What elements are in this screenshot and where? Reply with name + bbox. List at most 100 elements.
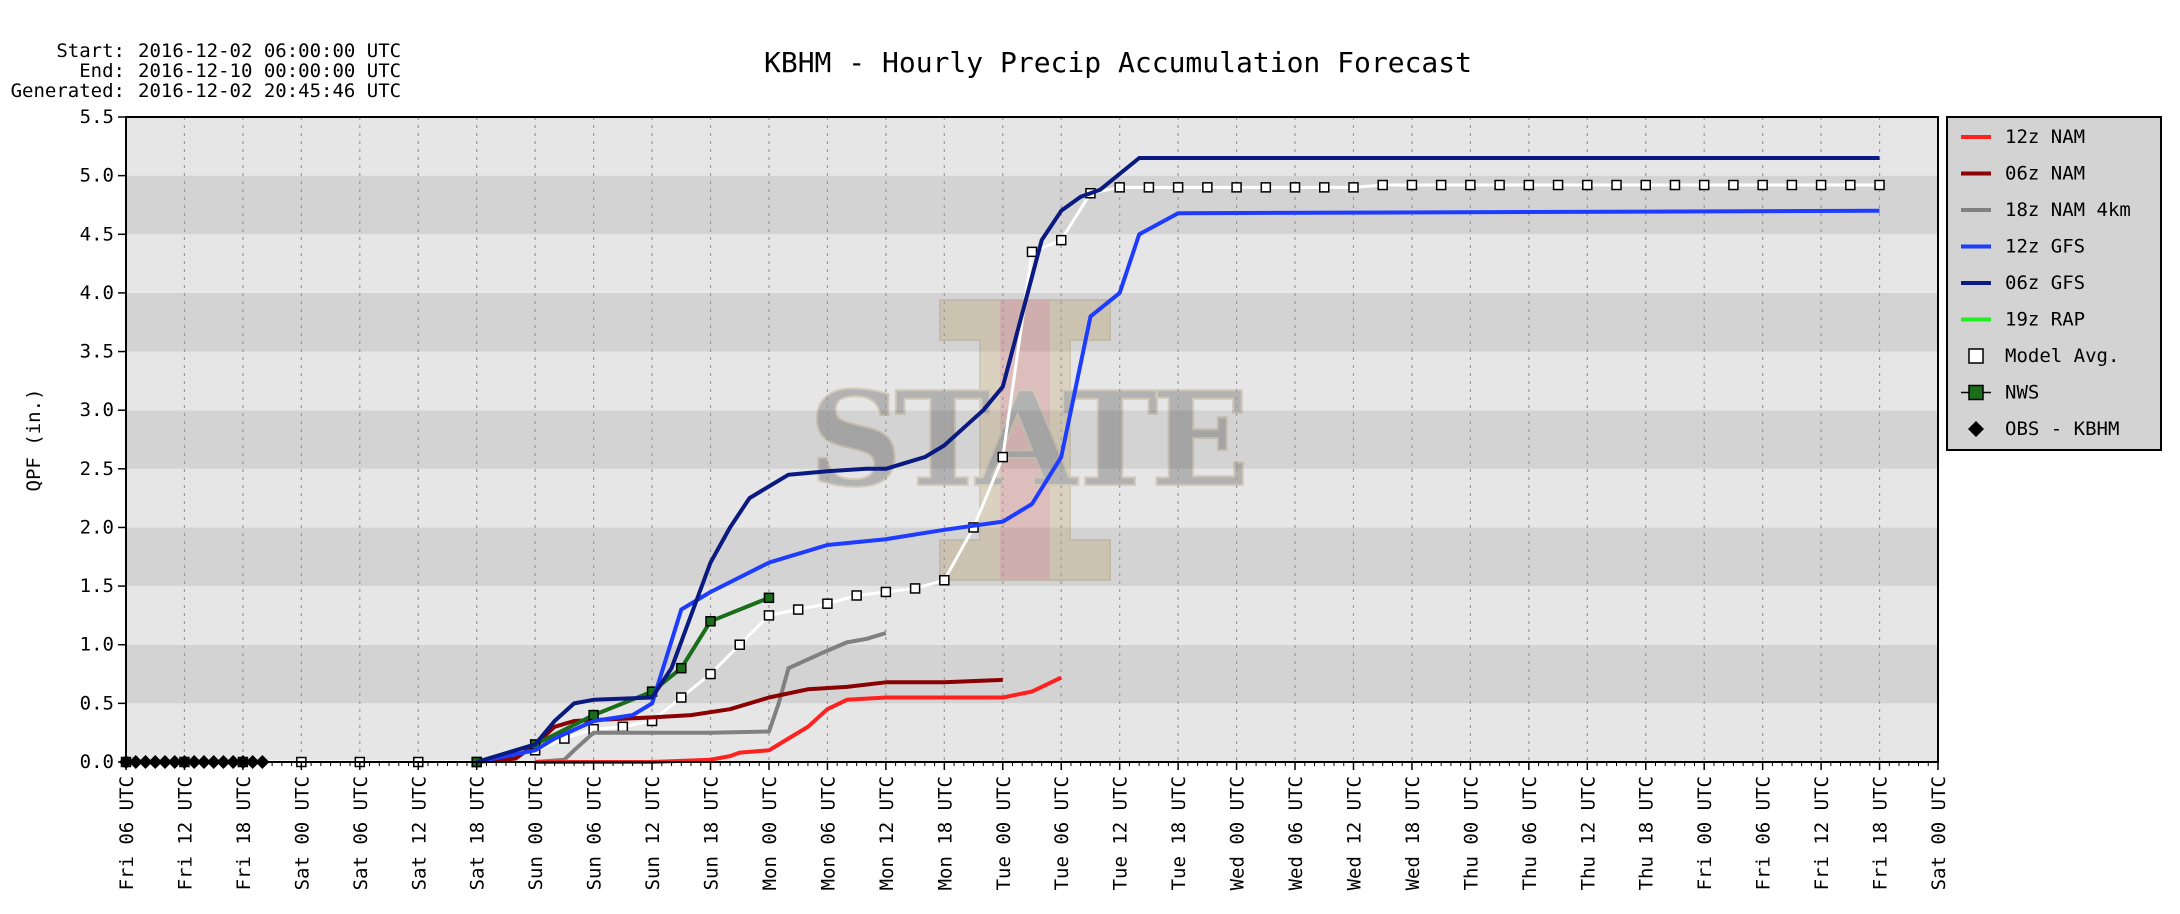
legend-item: 06z GFS (1961, 272, 2085, 294)
y-tick-label: 0.5 (80, 692, 114, 714)
model-avg-point (1728, 179, 1739, 191)
x-tick-label: Fri 18 UTC (233, 776, 255, 890)
model-avg-point (1026, 246, 1038, 258)
series-06z-gfs (476, 156, 1880, 764)
model-avg-point (734, 639, 745, 650)
x-tick-label: Thu 00 UTC (1460, 776, 1482, 890)
nws-point (588, 709, 599, 721)
model-avg-point (880, 586, 892, 598)
x-tick-label: Fri 18 UTC (1870, 776, 1892, 890)
series-18z-nam-4km (535, 631, 887, 764)
legend-label: 18z NAM 4km (2005, 199, 2131, 221)
x-tick-label: Sun 12 UTC (642, 776, 664, 890)
model-avg-point (1260, 182, 1272, 193)
y-tick-label: 5.5 (80, 106, 114, 128)
model-avg-point (1435, 179, 1447, 191)
legend-label: 06z GFS (2005, 272, 2085, 294)
plot-band (126, 703, 1938, 762)
model-avg-point (997, 451, 1009, 463)
model-avg-point (676, 692, 687, 703)
plot-band (126, 586, 1938, 645)
legend-label: 19z RAP (2005, 309, 2085, 331)
chart-title: KBHM - Hourly Precip Accumulation Foreca… (764, 46, 1472, 79)
legend-item: OBS - KBHM (1968, 418, 2119, 440)
series-12z-nam (535, 675, 1063, 764)
model-avg-point (792, 604, 804, 615)
model-avg-point (1698, 179, 1710, 191)
y-tick-label: 5.0 (80, 165, 114, 187)
x-tick-label: Sat 06 UTC (350, 776, 372, 890)
model-avg-point (1874, 179, 1885, 191)
model-avg-point (1377, 179, 1388, 191)
legend-swatch (1968, 348, 1984, 364)
x-tick-label: Fri 12 UTC (1811, 776, 1833, 890)
y-tick-label: 4.5 (80, 223, 114, 245)
nws-point (705, 616, 716, 627)
legend-label: 06z NAM (2005, 163, 2085, 185)
plot-band (126, 468, 1938, 528)
grid (183, 117, 1881, 762)
legend-item: 19z RAP (1961, 309, 2085, 331)
series-line (476, 156, 1880, 764)
legend-label: NWS (2005, 382, 2039, 404)
model-avg-point (1114, 182, 1125, 193)
model-avg-point (1669, 179, 1681, 191)
x-tick-label: Fri 00 UTC (1694, 776, 1716, 890)
x-tick-label: Sat 18 UTC (467, 776, 489, 890)
model-avg-point (617, 721, 629, 733)
model-avg-point (705, 668, 716, 680)
legend-label: 12z GFS (2005, 236, 2085, 258)
x-tick-label: Wed 00 UTC (1227, 776, 1249, 890)
model-avg-point (763, 610, 775, 621)
y-tick-label: 1.0 (80, 634, 114, 656)
model-avg-point (1289, 182, 1301, 193)
x-tick-label: Mon 00 UTC (759, 776, 781, 890)
y-tick-label: 3.0 (80, 399, 114, 421)
x-tick-label: Fri 06 UTC (1753, 776, 1775, 890)
model-avg-point (851, 590, 862, 601)
end-label: End: (79, 60, 125, 82)
x-tick-label: Fri 12 UTC (174, 776, 196, 890)
series-line (476, 208, 1880, 764)
model-avg-point (1055, 234, 1067, 246)
series-line (535, 675, 1063, 764)
series-12z-gfs (476, 208, 1880, 764)
x-tick-label: Mon 18 UTC (934, 776, 956, 890)
y-tick-label: 1.5 (80, 575, 114, 597)
svg-text:STATE: STATE (808, 363, 1243, 516)
x-tick-label: Tue 18 UTC (1168, 776, 1190, 890)
x-tick-label: Thu 18 UTC (1636, 776, 1658, 890)
model-avg-point (1406, 179, 1418, 191)
start-label: Start: (56, 40, 125, 62)
y-axis-label: QPF (in.) (23, 389, 45, 492)
x-tick-label: Tue 00 UTC (993, 776, 1015, 890)
plot-band (126, 410, 1938, 469)
plot-band (126, 292, 1938, 352)
x-tick-label: Sat 12 UTC (408, 776, 430, 890)
generated-value: 2016-12-02 20:45:46 UTC (138, 80, 401, 102)
model-avg-point (1143, 182, 1155, 193)
legend-item: Model Avg. (1968, 345, 2119, 367)
nws-point (676, 662, 687, 674)
model-avg-point (1465, 179, 1476, 191)
legend-item: 18z NAM 4km (1961, 199, 2131, 221)
model-avg-point (1231, 182, 1242, 193)
end-value: 2016-12-10 00:00:00 UTC (138, 60, 401, 82)
plot-band (126, 527, 1938, 587)
x-tick-label: Sun 18 UTC (701, 776, 723, 890)
isu-logo-watermark: STATE (807, 299, 1252, 581)
x-tick-label: Sun 06 UTC (584, 776, 606, 890)
legend-item: 12z GFS (1961, 236, 2085, 258)
series-line (535, 631, 887, 764)
x-tick-label: Thu 06 UTC (1519, 776, 1541, 890)
nws-point (763, 592, 775, 604)
run-metadata: Start: 2016-12-02 06:00:00 UTC End: 2016… (11, 40, 402, 102)
model-avg-point (1582, 179, 1593, 191)
model-avg-point (1523, 179, 1535, 191)
x-tick-label: Tue 12 UTC (1110, 776, 1132, 890)
y-axis: 0.0 0.5 1.0 1.5 2.0 2.5 3.0 3.5 4.0 4.5 5.0 5.5 (80, 106, 126, 773)
legend-label: Model Avg. (2005, 345, 2119, 367)
model-avg-point (909, 583, 921, 594)
x-tick-label: Wed 18 UTC (1402, 776, 1424, 890)
legend-swatch (1968, 384, 1984, 401)
